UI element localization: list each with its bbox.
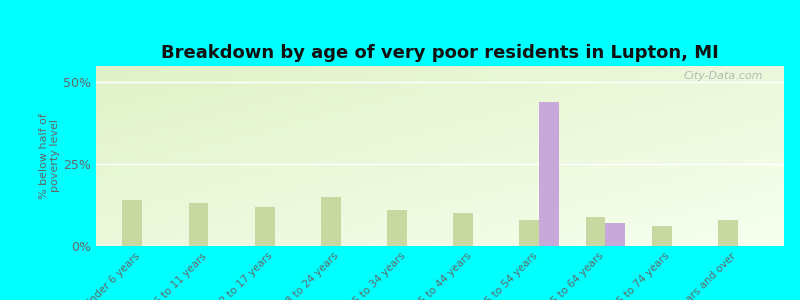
Bar — [718, 220, 738, 246]
Y-axis label: % below half of
poverty level: % below half of poverty level — [38, 113, 60, 199]
Bar — [321, 197, 341, 246]
Bar — [539, 102, 559, 246]
Bar — [519, 220, 539, 246]
Title: Breakdown by age of very poor residents in Lupton, MI: Breakdown by age of very poor residents … — [161, 44, 719, 62]
Bar — [387, 210, 407, 246]
Bar — [652, 226, 671, 246]
Bar — [189, 203, 209, 246]
Bar — [586, 217, 606, 246]
Bar — [122, 200, 142, 246]
Bar — [254, 207, 274, 246]
Text: City-Data.com: City-Data.com — [684, 71, 763, 81]
Bar — [606, 223, 626, 246]
Bar — [454, 213, 473, 246]
